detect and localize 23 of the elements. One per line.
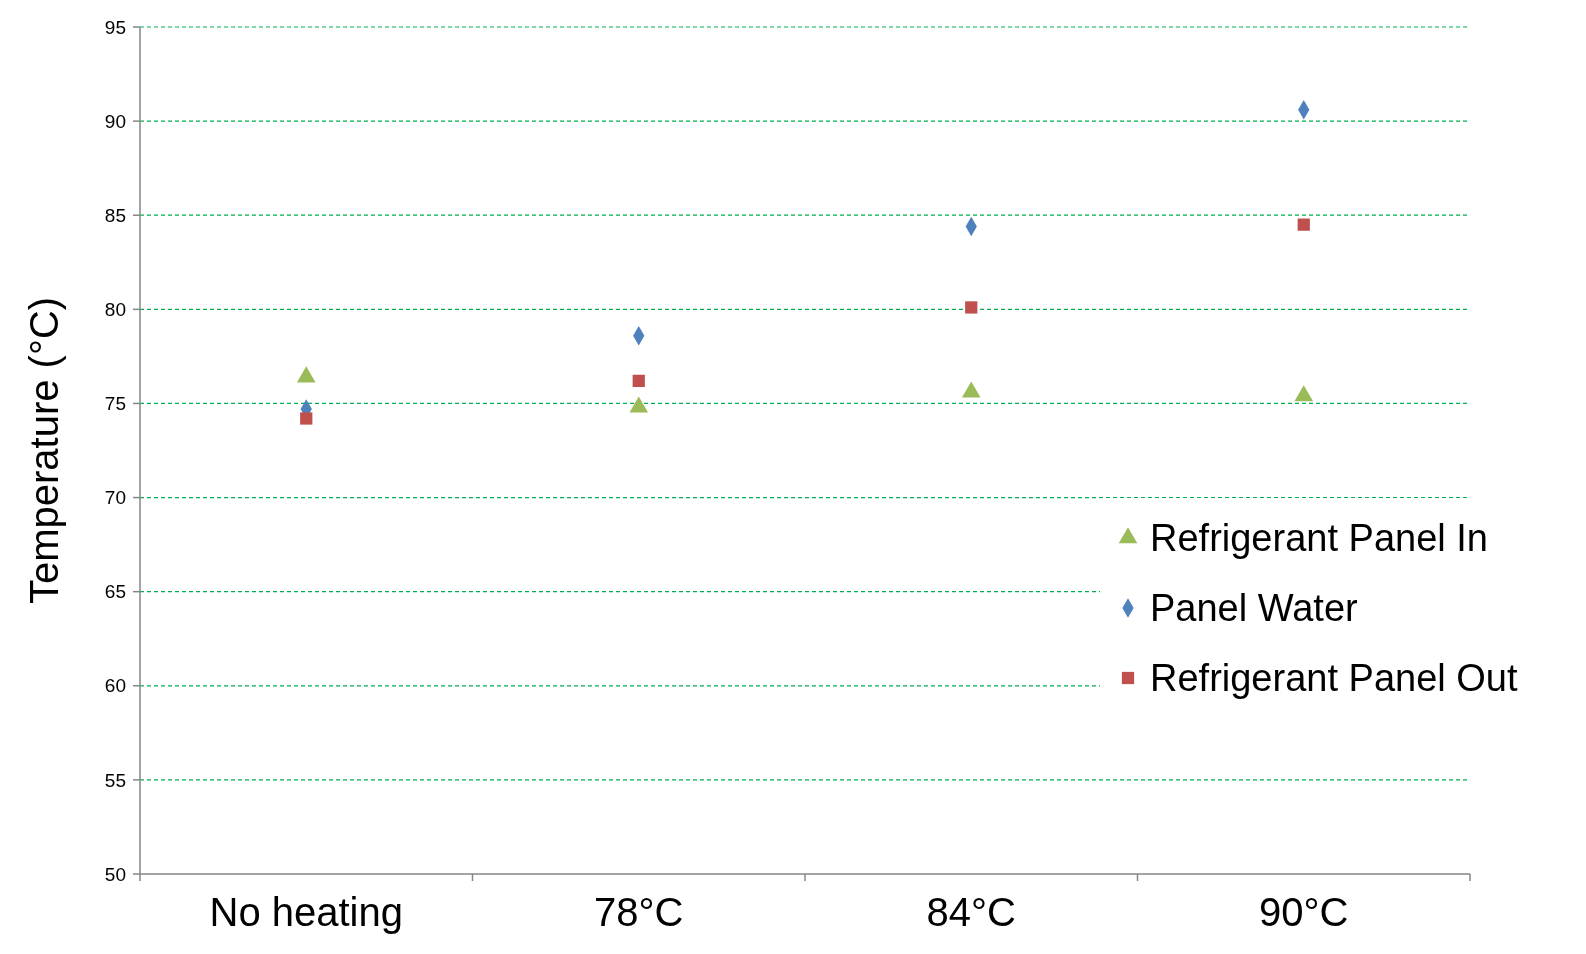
point [300, 412, 313, 425]
point [1297, 218, 1310, 231]
y-tick-label: 90 [104, 110, 126, 132]
y-tick-label: 50 [104, 863, 126, 885]
y-tick-label: 85 [104, 204, 126, 226]
x-tick-label: No heating [209, 890, 403, 934]
y-tick-label: 60 [104, 675, 126, 697]
y-axis-title: Temperature (°C) [22, 296, 66, 605]
point [965, 301, 978, 314]
point [1294, 385, 1314, 402]
legend-label: Refrigerant Panel Out [1150, 657, 1518, 700]
y-tick-label: 70 [104, 487, 126, 509]
y-tick-label: 55 [104, 769, 126, 791]
legend-label: Panel Water [1150, 587, 1359, 630]
legend-label: Refrigerant Panel In [1150, 517, 1488, 560]
x-tick-label: 84°C [926, 890, 1016, 934]
y-tick-label: 65 [104, 581, 126, 603]
point [632, 374, 645, 387]
x-tick-label: 78°C [594, 890, 684, 934]
y-tick-label: 95 [104, 16, 126, 38]
x-tick-label: 90°C [1259, 890, 1349, 934]
y-tick-label: 75 [104, 393, 126, 415]
y-tick-label: 80 [104, 298, 126, 320]
